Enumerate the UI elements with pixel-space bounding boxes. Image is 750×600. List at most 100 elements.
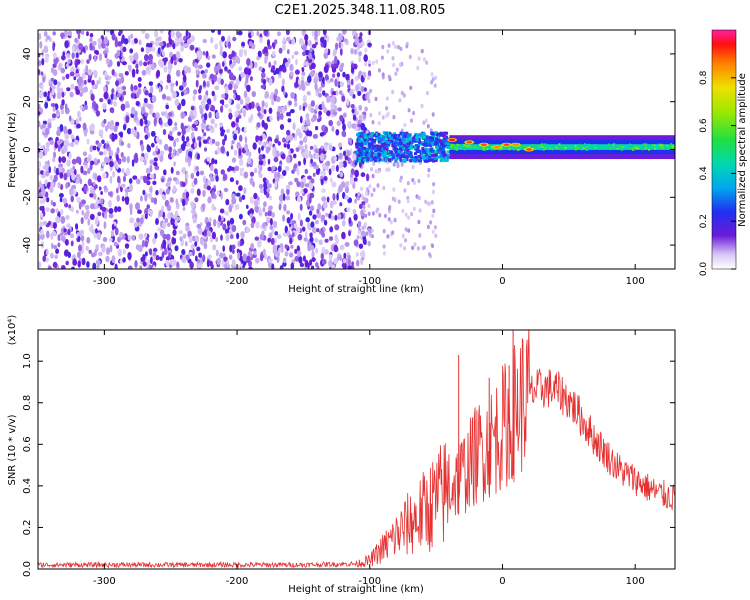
heatmap-cell [227,35,231,43]
heatmap-cell [243,171,249,179]
heatmap-cell [161,50,165,56]
heatmap-cell [346,207,351,213]
heatmap-cell [399,46,403,51]
heatmap-cell [131,159,135,167]
heatmap-cell [185,177,188,185]
heatmap-cell [391,89,395,95]
heatmap-cell [434,153,438,157]
heatmap-cell [80,235,85,242]
heatmap-cell [117,93,121,98]
heatmap-cell [44,163,49,171]
heatmap-cell [52,105,56,112]
y-tick-label: 0.2 [22,519,33,535]
heatmap-cell [88,249,92,254]
heatmap-cell [96,232,102,241]
heatmap-cell [140,30,146,35]
heatmap-cell [201,122,206,130]
heatmap-cell [304,231,308,239]
heatmap-cell [101,161,105,167]
heatmap-cell [278,194,284,202]
heatmap-cell [291,232,295,237]
heatmap-cell [611,147,614,150]
heatmap-cell [38,120,41,128]
heatmap-cell [125,200,129,205]
heatmap-cell [425,159,429,163]
heatmap-cell [358,156,361,160]
heatmap-cell [218,40,223,46]
heatmap-cell [148,264,152,269]
spectrogram-xlabel: Height of straight line (km) [288,284,424,295]
heatmap-cell [367,98,371,104]
heatmap-cell [340,244,345,250]
heatmap-cell [556,144,559,147]
heatmap-cell [135,202,140,211]
heatmap-cell [256,135,260,141]
heatmap-cell [91,252,96,258]
heatmap-cell [95,228,98,234]
heatmap-cell [239,240,243,247]
x-tick-label: -200 [226,276,249,287]
heatmap-cell [358,43,362,48]
heatmap-cell [384,155,388,159]
heatmap-cell [277,105,282,113]
x-tick-label: -300 [93,276,116,287]
heatmap-cell [414,146,418,149]
heatmap-cell [367,153,371,157]
heatmap-cell [437,146,441,150]
heatmap-cell [181,181,186,188]
heatmap-cell [357,148,361,152]
heatmap-cell [48,265,52,269]
heatmap-cell [60,67,66,74]
heatmap-cell [52,52,57,59]
heatmap-cell [237,264,241,269]
heatmap-cell [69,188,74,196]
heatmap-cell [78,76,83,85]
heatmap-cell [486,148,489,150]
heatmap-cell [422,136,426,139]
heatmap-cell [356,133,360,137]
heatmap-cell [148,92,153,98]
heatmap-cell [314,237,319,243]
heatmap-cell [219,252,224,259]
heatmap-cell [336,120,341,127]
heatmap-cell [510,144,513,147]
heatmap-cell [75,63,78,69]
heatmap-cell [72,259,78,266]
heatmap-cell [315,153,320,160]
heatmap-cell [441,132,445,136]
heatmap-cell [624,147,627,150]
heatmap-cell [349,177,354,185]
heatmap-cell [407,153,411,156]
heatmap-cell [231,224,237,233]
heatmap-cell [144,213,148,220]
heatmap-cell [181,91,184,97]
heatmap-cell [104,156,108,164]
heatmap-cell [198,252,203,258]
heatmap-cell [38,111,41,116]
heatmap-cell [371,60,375,66]
heatmap-cell [235,122,239,128]
heatmap-cell [311,30,315,37]
heatmap-cell [399,147,402,151]
heatmap-cell [636,147,639,150]
heatmap-cell [434,75,438,81]
heatmap-cell [228,54,233,60]
heatmap-cell [127,143,131,149]
heatmap-cell [62,125,68,134]
heatmap-cell [379,158,383,162]
heatmap-cell [108,213,114,219]
heatmap-cell [228,205,233,213]
heatmap-cell [92,262,97,269]
heatmap-cell [81,199,86,205]
heatmap-cell [63,230,68,236]
heatmap-cell [317,203,322,211]
heatmap-cell [324,48,329,54]
heatmap-cell [42,124,46,129]
heatmap-cell [144,194,148,202]
heatmap-cell [430,147,434,151]
heatmap-cell [325,212,329,217]
heatmap-cell [368,184,372,189]
heatmap-cell [371,139,375,143]
heatmap-cell [240,258,244,264]
heatmap-cell [231,121,236,128]
